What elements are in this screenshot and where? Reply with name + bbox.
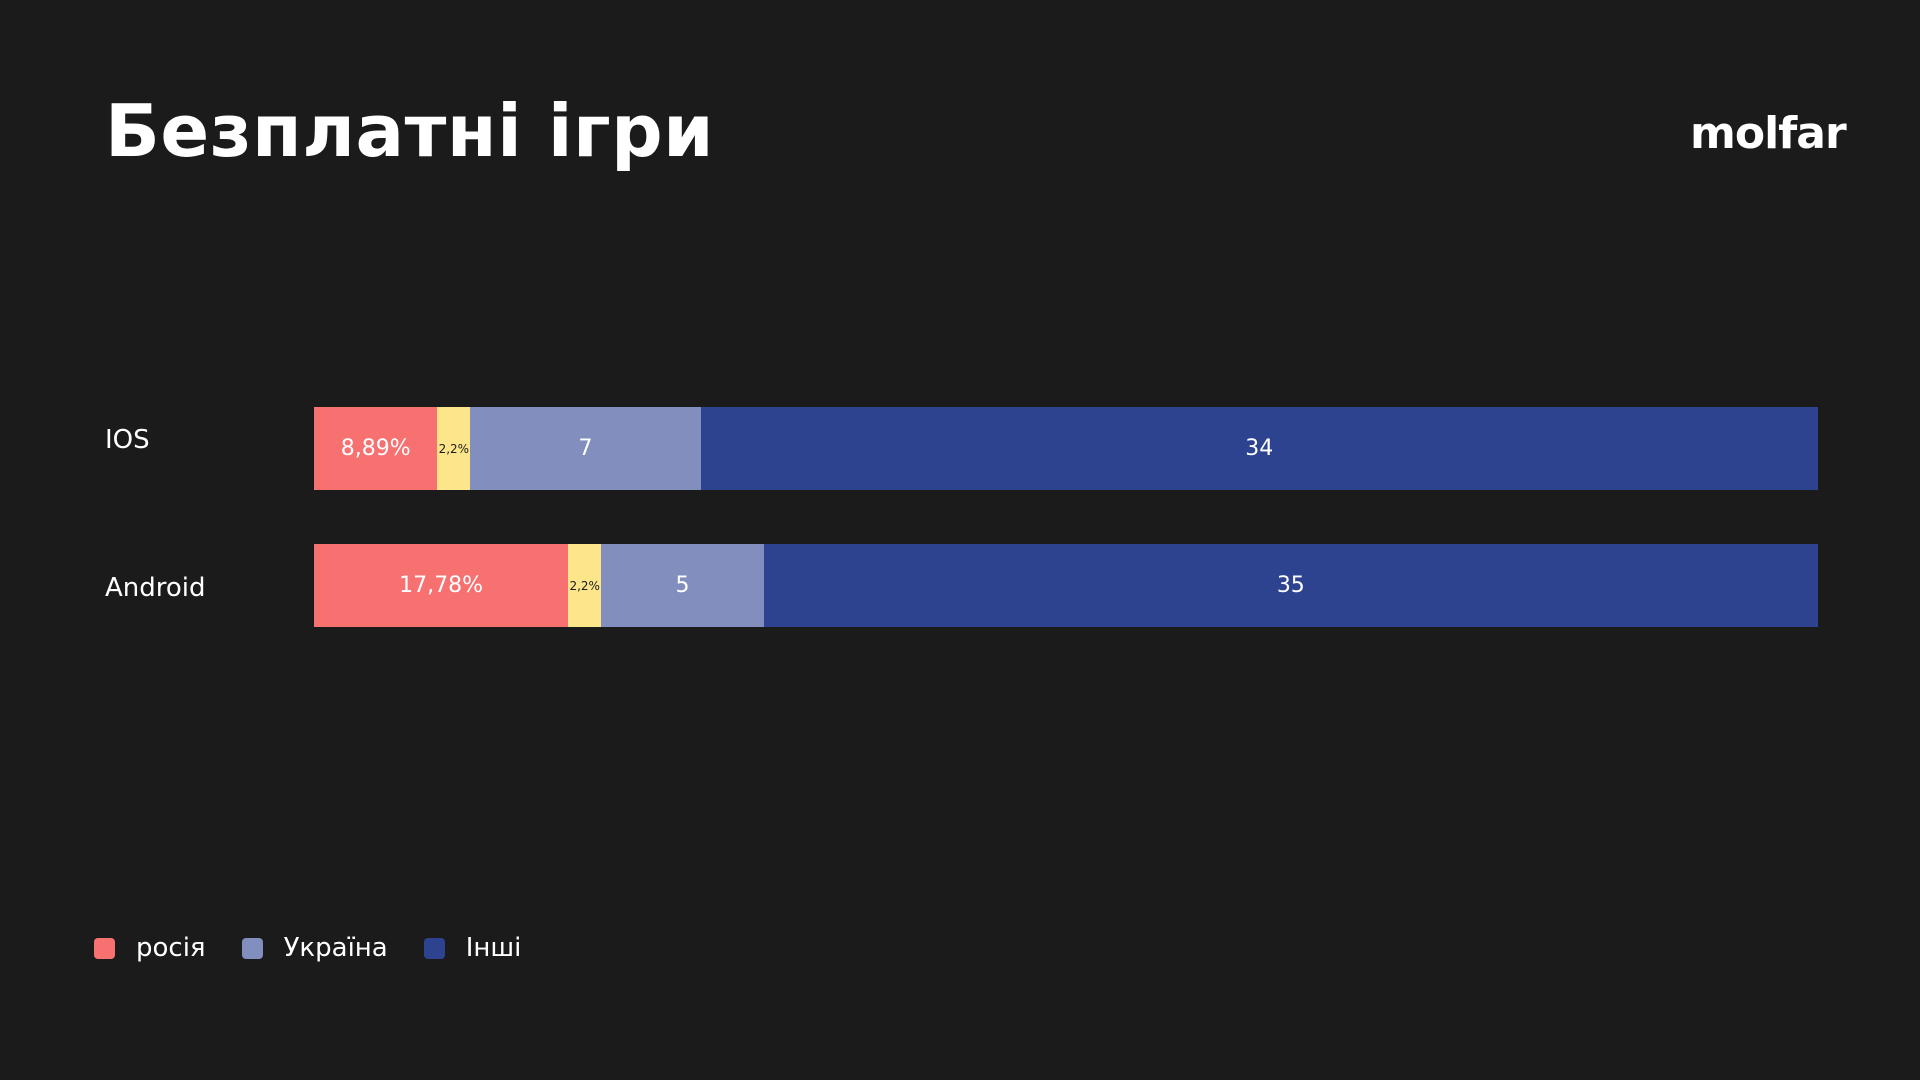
row-label-android: Android xyxy=(105,573,206,603)
data-label-ios-ukraine: 7 xyxy=(578,436,593,461)
bar-segment-ios-others: 34 xyxy=(700,407,1818,490)
legend-label-ukraine: Україна xyxy=(283,933,388,963)
data-label-android-others: 35 xyxy=(1276,573,1305,598)
bar-segment-android-russia: 17,78% xyxy=(314,544,569,627)
legend-swatch-russia xyxy=(94,937,115,959)
bar-segment-android-others: 35 xyxy=(763,544,1818,627)
bar-segment-ios-russia: 8,89% xyxy=(314,407,438,490)
legend-label-others: Інші xyxy=(465,933,522,963)
legend-swatch-others xyxy=(423,937,445,959)
data-label-ios-russia: 8,89% xyxy=(340,436,411,461)
data-label-ios-others: 34 xyxy=(1245,436,1274,461)
data-label-android-yellow: 2,2% xyxy=(569,578,600,593)
bar-segment-android-yellow: 2,2% xyxy=(568,544,602,627)
legend-item-russia: росія xyxy=(94,935,206,961)
bar-ios: 8,89% 2,2% 7 34 xyxy=(314,407,1818,490)
legend: росія Україна Інші xyxy=(94,935,557,961)
molfar-logo: molfar xyxy=(1690,108,1847,159)
legend-item-ukraine: Україна xyxy=(241,933,388,963)
bar-segment-ios-ukraine: 7 xyxy=(470,407,701,490)
bar-segment-android-ukraine: 5 xyxy=(601,544,764,627)
legend-item-others: Інші xyxy=(423,933,522,963)
row-label-ios: IOS xyxy=(105,425,150,455)
legend-label-russia: росія xyxy=(136,933,206,963)
data-label-android-ukraine: 5 xyxy=(675,573,690,598)
data-label-android-russia: 17,78% xyxy=(399,573,484,598)
page-title: Безплатні ігри xyxy=(105,89,715,173)
bar-segment-ios-yellow: 2,2% xyxy=(437,407,471,490)
data-label-ios-yellow: 2,2% xyxy=(438,441,470,456)
legend-swatch-ukraine xyxy=(241,937,263,959)
bar-android: 17,78% 2,2% 5 35 xyxy=(314,544,1818,627)
